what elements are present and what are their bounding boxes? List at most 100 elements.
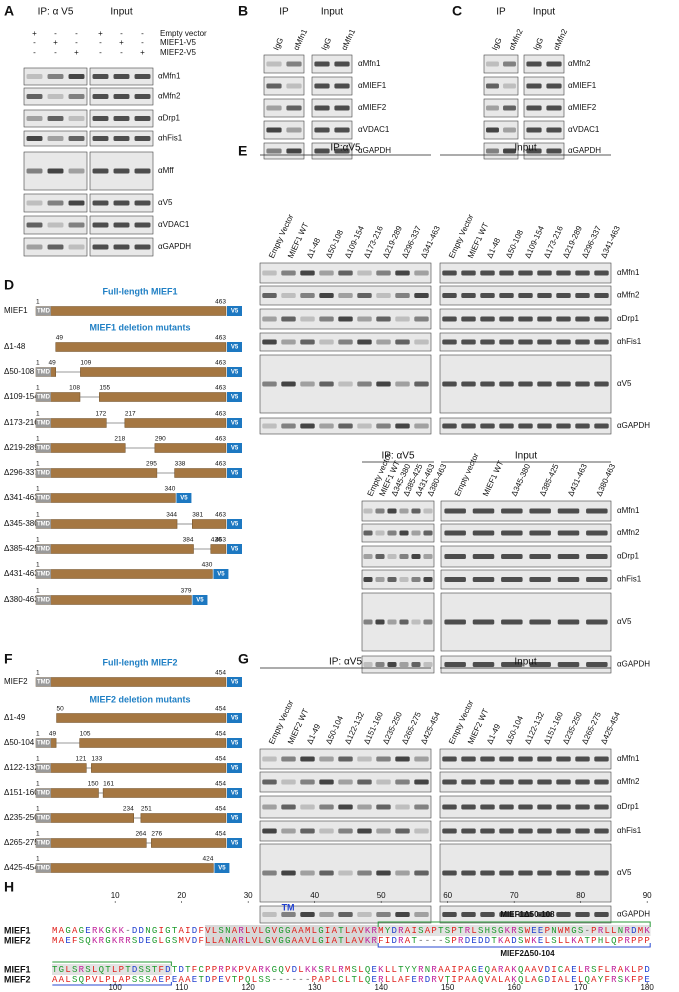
band xyxy=(537,316,552,322)
lane-label: Δ50-104 xyxy=(324,714,345,746)
blot-membrane xyxy=(523,54,565,74)
band xyxy=(556,870,571,876)
blot xyxy=(483,54,519,74)
band xyxy=(47,116,64,121)
residue: A xyxy=(398,975,405,985)
blot xyxy=(89,87,154,106)
residue: D xyxy=(292,965,299,975)
blot xyxy=(440,655,612,674)
blot-header: IP xyxy=(279,7,289,18)
residue: L xyxy=(604,926,611,936)
band xyxy=(395,828,410,834)
band xyxy=(266,83,282,89)
residue: P xyxy=(631,936,638,946)
blot-header: Input xyxy=(533,7,555,18)
antibody-label: αGAPDH xyxy=(568,146,601,155)
band xyxy=(594,912,609,917)
residue: G xyxy=(538,975,545,985)
lane-label: Δ385-425 xyxy=(538,462,561,498)
residue: Q xyxy=(611,936,618,946)
antibody-label: αhFis1 xyxy=(617,575,642,584)
residue: - xyxy=(285,975,292,985)
blot xyxy=(263,98,305,118)
band xyxy=(357,423,372,429)
band xyxy=(499,756,514,762)
v5-label: V5 xyxy=(218,866,226,872)
band xyxy=(113,200,130,206)
band xyxy=(480,381,495,387)
residue-number: 1 xyxy=(36,299,40,306)
antibody-label: αMfn1 xyxy=(158,72,181,81)
blot xyxy=(483,98,519,118)
residue: P xyxy=(591,936,598,946)
residue: D xyxy=(165,965,172,975)
band xyxy=(286,61,302,67)
residue: Y xyxy=(411,965,418,975)
residue: W xyxy=(525,936,532,946)
residue: D xyxy=(139,936,146,946)
band xyxy=(575,912,590,917)
residue: A xyxy=(618,965,625,975)
band xyxy=(537,804,552,810)
lane-label: Δ50-108 xyxy=(504,228,525,260)
band xyxy=(557,619,580,625)
residue-number: 218 xyxy=(114,436,125,443)
band xyxy=(281,316,296,322)
residue: - xyxy=(425,936,432,946)
blot xyxy=(259,285,432,306)
antibody-label: αV5 xyxy=(617,617,632,626)
band xyxy=(501,662,523,667)
band xyxy=(92,222,109,228)
residue: S xyxy=(79,936,86,946)
residue: G xyxy=(265,926,272,936)
band xyxy=(594,756,609,762)
band xyxy=(594,870,609,876)
band xyxy=(556,423,571,429)
residue-number: 1 xyxy=(36,806,40,813)
blot-membrane xyxy=(23,130,88,147)
band xyxy=(461,779,476,785)
residue: F xyxy=(159,965,166,975)
residue: F xyxy=(631,975,638,985)
band xyxy=(503,127,516,133)
band xyxy=(300,339,315,345)
blot xyxy=(263,54,305,74)
band xyxy=(586,508,608,514)
band xyxy=(594,381,609,387)
residue: K xyxy=(232,965,239,975)
blot xyxy=(89,193,154,213)
band xyxy=(300,293,315,298)
residue: P xyxy=(644,936,651,946)
residue-number: 424 xyxy=(203,856,214,863)
residue: T xyxy=(105,965,112,975)
residue: Q xyxy=(485,965,492,975)
residue: R xyxy=(378,975,385,985)
antibody-label: αMIEF1 xyxy=(358,81,387,90)
band xyxy=(286,127,302,133)
band xyxy=(594,423,609,429)
band xyxy=(300,423,315,429)
residue: I xyxy=(325,926,332,936)
panel-label: H xyxy=(4,879,14,895)
tmd-label: TMD xyxy=(37,395,51,401)
band xyxy=(281,912,296,917)
tmd-label: TMD xyxy=(37,866,51,872)
residue: K xyxy=(265,965,272,975)
deletion-label: MIEF2Δ50-104 xyxy=(500,949,555,958)
band xyxy=(92,136,109,141)
lane-label: αMfn2 xyxy=(507,27,525,52)
residue: Q xyxy=(79,975,86,985)
lane-label: MIEF1 WT xyxy=(481,459,505,498)
band xyxy=(26,94,43,99)
residue: R xyxy=(624,926,631,936)
band xyxy=(529,530,551,536)
band xyxy=(286,105,302,111)
band xyxy=(376,423,391,429)
condition-sign: - xyxy=(120,48,123,57)
band xyxy=(338,870,353,876)
band xyxy=(480,423,495,429)
residue: A xyxy=(558,975,565,985)
band xyxy=(134,116,151,121)
band xyxy=(113,74,130,79)
antibody-label: αDrp1 xyxy=(617,314,640,323)
